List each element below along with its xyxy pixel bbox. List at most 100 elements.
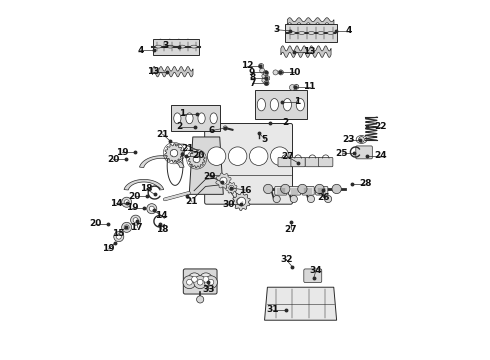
Text: 28: 28 <box>359 179 371 188</box>
FancyBboxPatch shape <box>278 157 293 167</box>
Polygon shape <box>158 39 195 47</box>
Polygon shape <box>255 90 307 120</box>
Circle shape <box>270 147 289 165</box>
Text: 21: 21 <box>156 130 169 139</box>
Text: 1: 1 <box>294 97 300 106</box>
Ellipse shape <box>289 32 295 35</box>
Text: 33: 33 <box>202 285 215 294</box>
Ellipse shape <box>327 32 334 35</box>
Ellipse shape <box>179 45 185 48</box>
Circle shape <box>203 276 209 282</box>
Circle shape <box>263 71 269 76</box>
Text: 21: 21 <box>181 144 194 153</box>
Ellipse shape <box>155 45 162 48</box>
Text: 3: 3 <box>162 41 169 50</box>
Text: 3: 3 <box>273 25 280 34</box>
Text: 15: 15 <box>113 229 125 238</box>
Ellipse shape <box>210 113 217 124</box>
Circle shape <box>124 225 129 230</box>
Circle shape <box>194 276 207 289</box>
Text: 13: 13 <box>147 67 160 76</box>
Text: 10: 10 <box>288 68 301 77</box>
Text: 6: 6 <box>209 126 215 135</box>
Circle shape <box>307 195 315 203</box>
Polygon shape <box>153 46 190 52</box>
Circle shape <box>114 231 124 242</box>
FancyBboxPatch shape <box>291 157 305 167</box>
Circle shape <box>332 184 342 194</box>
Circle shape <box>170 149 178 157</box>
FancyBboxPatch shape <box>356 146 372 159</box>
Polygon shape <box>153 39 199 55</box>
Text: 17: 17 <box>130 223 143 232</box>
Polygon shape <box>287 18 334 27</box>
Circle shape <box>315 184 324 194</box>
Circle shape <box>294 84 299 89</box>
Text: 18: 18 <box>155 225 168 234</box>
Circle shape <box>237 197 245 206</box>
Circle shape <box>359 136 365 142</box>
Text: 27: 27 <box>285 225 297 234</box>
Circle shape <box>281 184 290 194</box>
Text: 19: 19 <box>116 148 129 157</box>
Circle shape <box>196 296 204 303</box>
Circle shape <box>278 70 283 75</box>
FancyBboxPatch shape <box>318 157 333 167</box>
Circle shape <box>273 195 280 203</box>
Circle shape <box>273 70 278 75</box>
Polygon shape <box>281 46 331 58</box>
Polygon shape <box>233 194 246 208</box>
Circle shape <box>122 222 132 232</box>
Circle shape <box>207 147 226 165</box>
Circle shape <box>131 215 141 225</box>
Text: 13: 13 <box>303 47 315 56</box>
Circle shape <box>236 198 243 205</box>
Polygon shape <box>216 173 231 188</box>
Polygon shape <box>152 67 193 77</box>
Text: 14: 14 <box>155 211 168 220</box>
FancyBboxPatch shape <box>289 186 300 195</box>
Circle shape <box>262 74 266 78</box>
Circle shape <box>116 234 122 239</box>
Ellipse shape <box>308 32 315 35</box>
Circle shape <box>290 85 295 90</box>
FancyBboxPatch shape <box>305 157 319 167</box>
Text: 11: 11 <box>303 82 316 91</box>
Circle shape <box>264 184 273 194</box>
FancyBboxPatch shape <box>183 269 217 294</box>
FancyBboxPatch shape <box>316 186 328 195</box>
FancyBboxPatch shape <box>275 186 287 195</box>
Circle shape <box>204 276 218 289</box>
Circle shape <box>197 279 203 285</box>
Ellipse shape <box>174 113 181 124</box>
Ellipse shape <box>296 99 304 111</box>
Text: 4: 4 <box>346 26 352 35</box>
Circle shape <box>262 78 266 82</box>
Polygon shape <box>165 144 183 162</box>
Circle shape <box>124 200 129 205</box>
Text: 22: 22 <box>374 122 387 131</box>
Text: 16: 16 <box>239 185 251 194</box>
Text: 29: 29 <box>203 172 216 181</box>
Circle shape <box>192 276 197 282</box>
Ellipse shape <box>186 113 193 124</box>
Ellipse shape <box>257 99 266 111</box>
Text: 14: 14 <box>110 199 122 208</box>
Polygon shape <box>189 137 223 194</box>
Circle shape <box>249 147 268 165</box>
Text: 20: 20 <box>89 219 101 228</box>
Text: 31: 31 <box>267 305 279 314</box>
Circle shape <box>149 206 154 211</box>
Circle shape <box>324 195 332 203</box>
Circle shape <box>187 279 192 285</box>
Text: 34: 34 <box>310 266 322 275</box>
Text: 20: 20 <box>192 151 204 160</box>
Ellipse shape <box>283 99 292 111</box>
Text: 27: 27 <box>281 152 294 161</box>
Circle shape <box>259 63 264 68</box>
Circle shape <box>260 68 265 73</box>
Circle shape <box>133 218 138 223</box>
Polygon shape <box>285 24 337 42</box>
Circle shape <box>147 204 157 214</box>
Text: 5: 5 <box>262 135 268 144</box>
